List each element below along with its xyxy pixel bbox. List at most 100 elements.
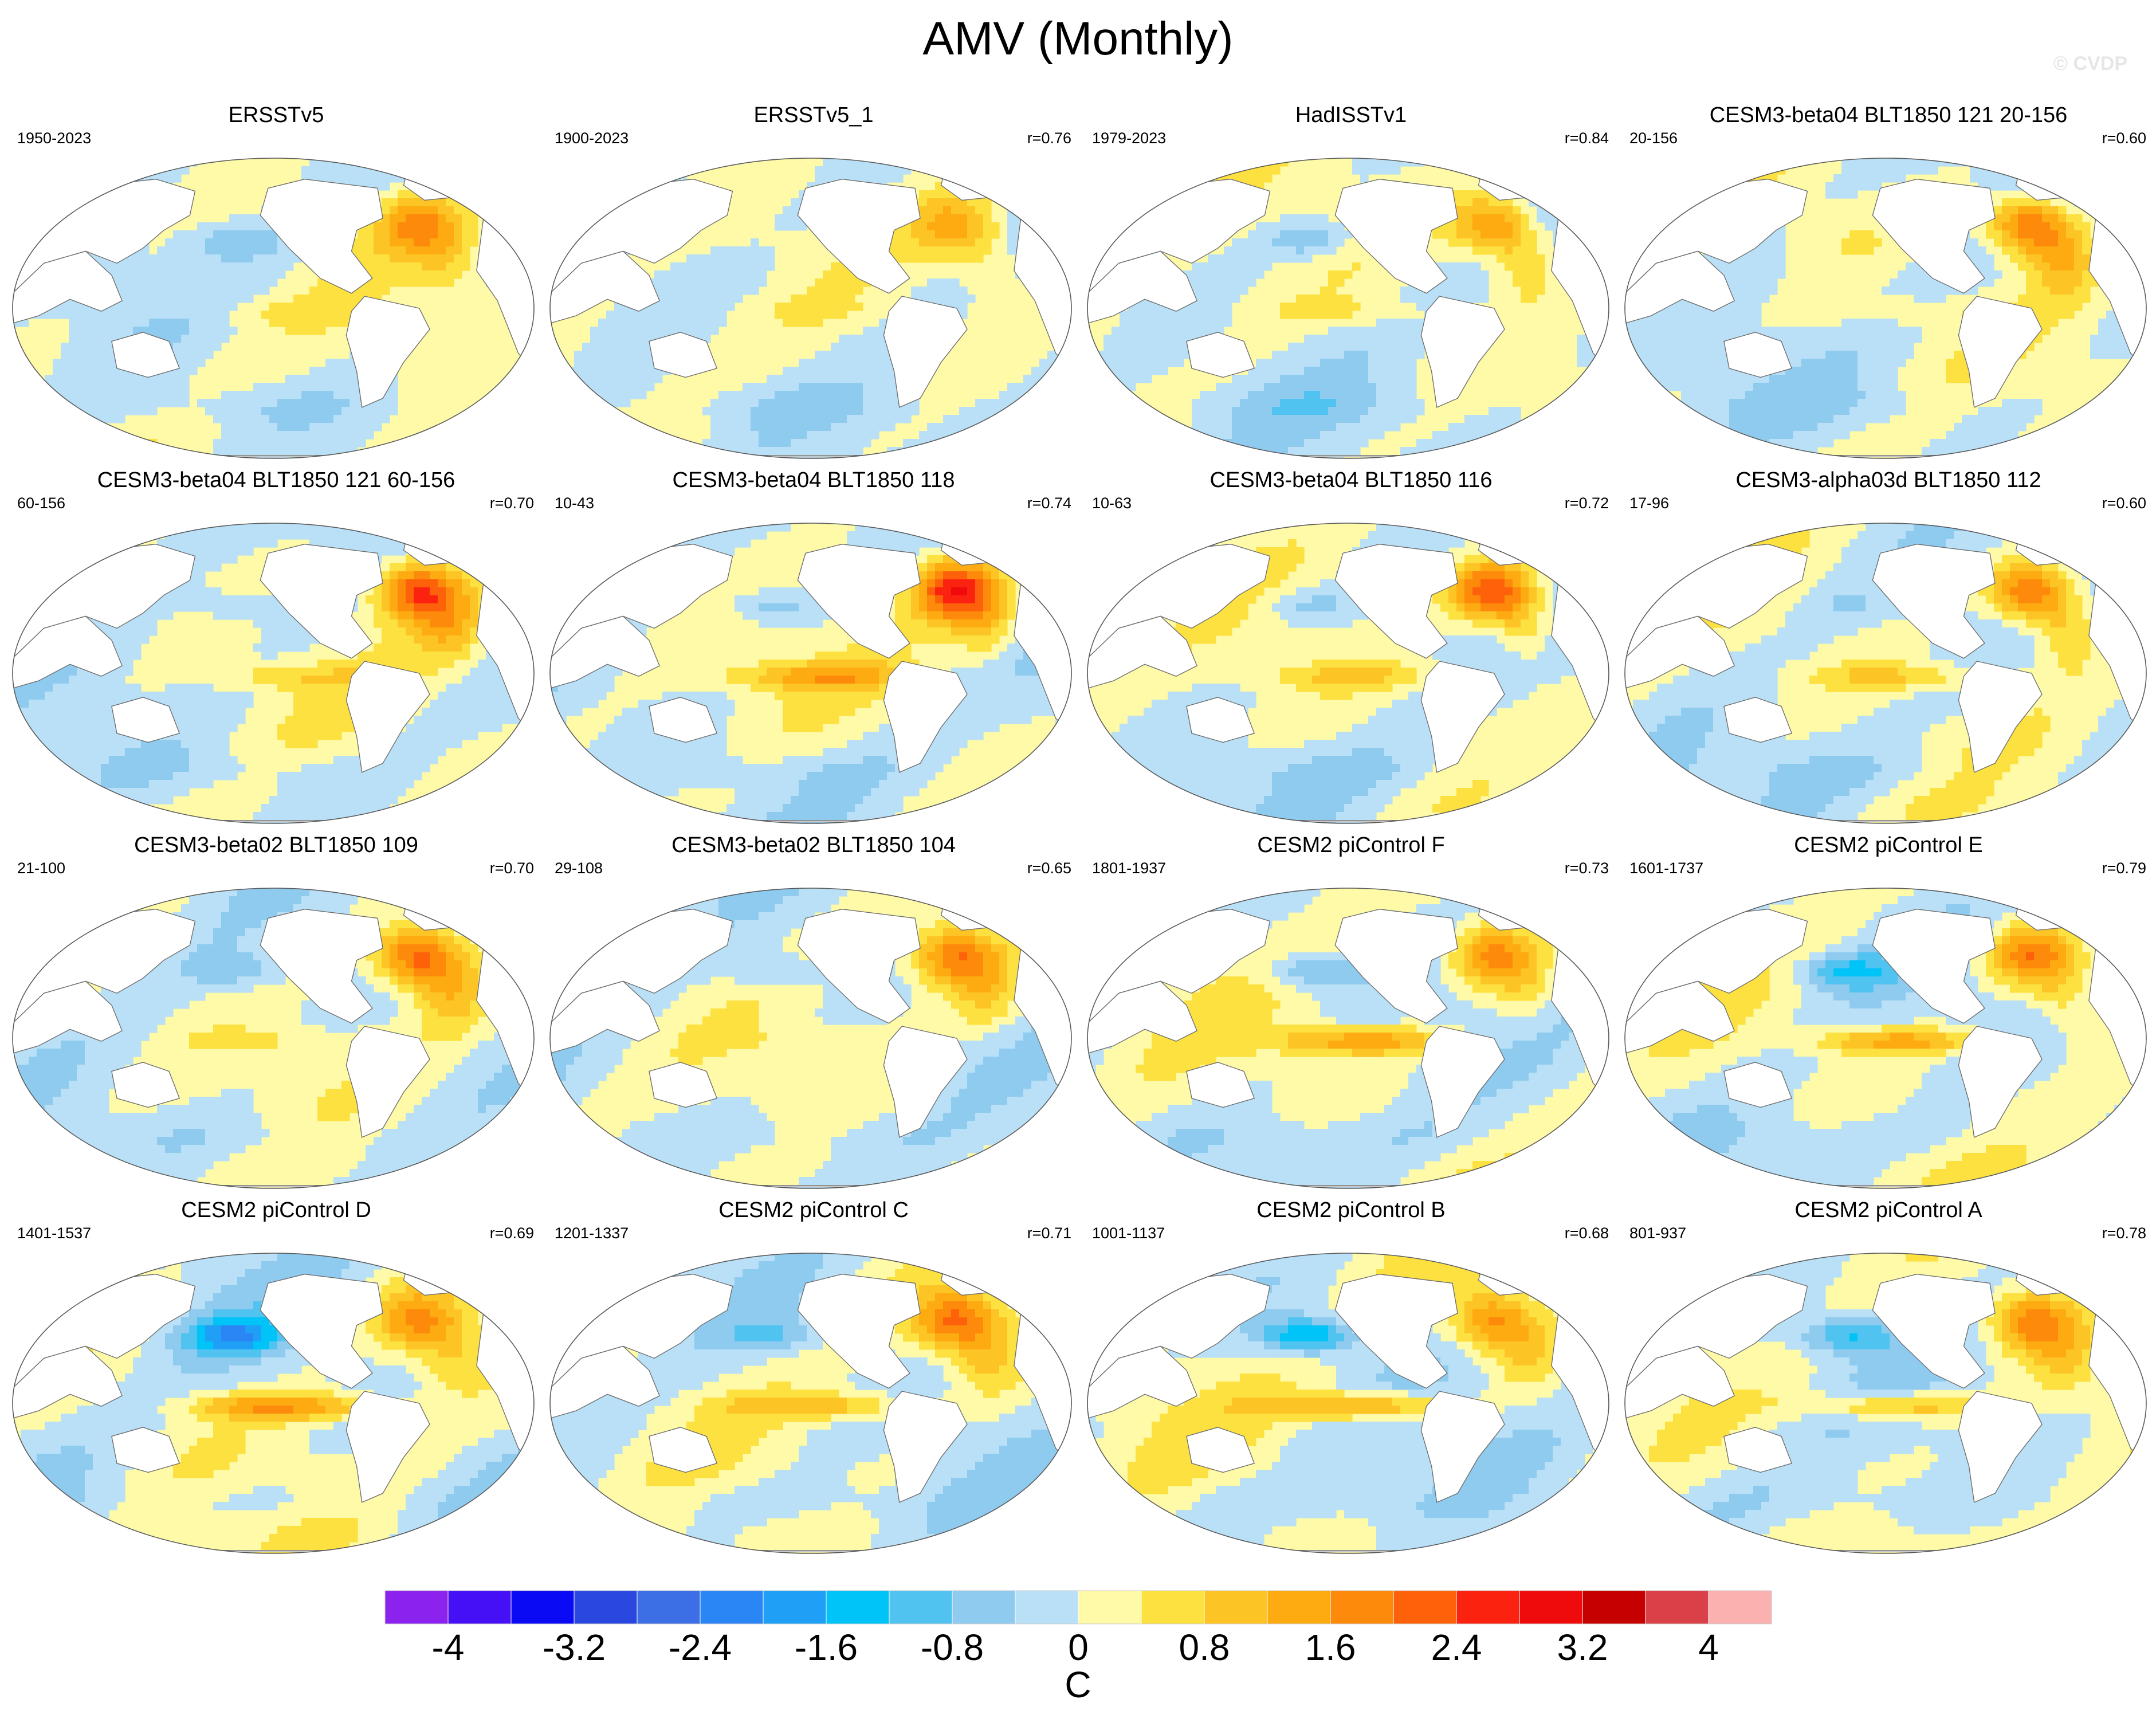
map-panel: CESM3-beta04 BLT1850 121 20-156 20-156 r=0… bbox=[1619, 102, 2156, 469]
colorbar-swatch bbox=[447, 1590, 512, 1624]
panel-title: CESM2 piControl C bbox=[718, 1198, 909, 1222]
colorbar-swatch bbox=[1267, 1590, 1331, 1624]
map-plot bbox=[549, 523, 1072, 824]
map-panel: CESM2 piControl E 1601-1737 r=0.79 bbox=[1619, 832, 2156, 1199]
map-plot bbox=[1087, 888, 1609, 1189]
sst-field bbox=[1087, 888, 1609, 1188]
sst-field bbox=[550, 158, 1071, 458]
panel-pattern-correlation: r=0.73 bbox=[1564, 860, 1609, 877]
panel-years: 20-156 bbox=[1629, 129, 1678, 147]
panel-title: CESM3-beta04 BLT1850 121 60-156 bbox=[97, 468, 455, 492]
map-outline bbox=[1087, 1253, 1609, 1554]
panel-title: CESM3-beta04 BLT1850 121 20-156 bbox=[1709, 103, 2068, 127]
map-outline bbox=[549, 1253, 1072, 1554]
land-mask bbox=[550, 1258, 1071, 1553]
colorbar-tick-label: 0 bbox=[1068, 1627, 1089, 1668]
map-panel: CESM2 piControl C 1201-1337 r=0.71 bbox=[544, 1197, 1083, 1564]
map-panel: CESM3-beta04 BLT1850 116 10-63 r=0.72 bbox=[1082, 467, 1620, 834]
colorbar-swatch bbox=[826, 1590, 890, 1624]
map-plot bbox=[1087, 1253, 1609, 1554]
colorbar-swatch bbox=[574, 1590, 638, 1624]
panel-title: CESM3-beta04 BLT1850 118 bbox=[672, 468, 955, 492]
panel-pattern-correlation: r=0.70 bbox=[489, 495, 534, 512]
panel-years: 29-108 bbox=[555, 860, 603, 877]
colorbar-units-label: C bbox=[1065, 1664, 1091, 1705]
sst-field bbox=[13, 523, 534, 823]
colorbar-tick-label: 1.6 bbox=[1305, 1627, 1356, 1668]
sst-field bbox=[550, 523, 1071, 823]
colorbar-swatch bbox=[1519, 1590, 1583, 1624]
panel-title: CESM2 piControl A bbox=[1794, 1198, 1982, 1222]
map-panel: CESM3-beta02 BLT1850 109 21-100 r=0.70 bbox=[7, 832, 545, 1199]
map-outline bbox=[12, 523, 535, 824]
panel-title: CESM2 piControl E bbox=[1794, 833, 1983, 857]
map-plot bbox=[1087, 158, 1609, 459]
panel-title: HadISSTv1 bbox=[1295, 103, 1407, 127]
panel-pattern-correlation: r=0.60 bbox=[2102, 495, 2146, 512]
map-outline bbox=[549, 158, 1072, 459]
map-outline bbox=[1624, 888, 2147, 1189]
panel-years: 1401-1537 bbox=[17, 1225, 92, 1242]
map-outline bbox=[549, 888, 1072, 1189]
map-plot bbox=[1624, 1253, 2147, 1554]
watermark: © CVDP bbox=[2053, 53, 2127, 74]
panel-years: 1201-1337 bbox=[555, 1225, 629, 1242]
colorbar-tick-label: -2.4 bbox=[668, 1627, 732, 1668]
panel-title: CESM3-beta04 BLT1850 116 bbox=[1209, 468, 1493, 492]
colorbar-tick-label: 4 bbox=[1698, 1627, 1719, 1668]
panel-pattern-correlation: r=0.78 bbox=[2102, 1225, 2146, 1242]
panel-years: 1979-2023 bbox=[1092, 129, 1167, 147]
colorbar-swatch bbox=[952, 1590, 1016, 1624]
colorbar-swatch bbox=[1582, 1590, 1646, 1624]
panel-title: CESM2 piControl F bbox=[1257, 833, 1445, 857]
sst-field bbox=[1625, 158, 2146, 458]
colorbar-tick-label: 2.4 bbox=[1431, 1627, 1482, 1668]
panel-title: ERSSTv5_1 bbox=[753, 103, 874, 127]
map-panel: CESM3-beta02 BLT1850 104 29-108 r=0.65 bbox=[544, 832, 1083, 1199]
map-outline bbox=[12, 158, 535, 459]
panel-pattern-correlation: r=0.71 bbox=[1027, 1225, 1071, 1242]
panel-pattern-correlation: r=0.79 bbox=[2102, 860, 2146, 877]
panel-years: 1601-1737 bbox=[1629, 860, 1704, 877]
colorbar-swatch bbox=[1141, 1590, 1205, 1624]
map-outline bbox=[1624, 523, 2147, 824]
map-panel: ERSSTv5_1 1900-2023 r=0.76 bbox=[544, 102, 1083, 469]
colorbar-swatch bbox=[1204, 1590, 1268, 1624]
colorbar-swatch bbox=[1708, 1590, 1772, 1624]
colorbar-tick-label: -4 bbox=[431, 1627, 465, 1668]
map-panel: CESM2 piControl B 1001-1137 r=0.68 bbox=[1082, 1197, 1620, 1564]
colorbar-frame bbox=[384, 1590, 1772, 1624]
panel-title: CESM3-alpha03d BLT1850 112 bbox=[1735, 468, 2041, 492]
map-outline bbox=[12, 1253, 535, 1554]
colorbar-swatch bbox=[510, 1590, 575, 1624]
map-plot bbox=[12, 1253, 535, 1554]
panel-pattern-correlation: r=0.74 bbox=[1027, 495, 1071, 512]
figure-title: AMV (Monthly) bbox=[922, 13, 1234, 65]
land-mask bbox=[1625, 893, 2146, 1188]
map-plot bbox=[12, 158, 535, 459]
map-plot bbox=[12, 888, 535, 1189]
map-panel: HadISSTv1 1979-2023 r=0.84 bbox=[1082, 102, 1620, 469]
map-plot bbox=[549, 1253, 1072, 1554]
panel-title: ERSSTv5 bbox=[228, 103, 324, 127]
panel-years: 10-43 bbox=[555, 495, 595, 512]
map-outline bbox=[1624, 1253, 2147, 1554]
panel-pattern-correlation: r=0.68 bbox=[1564, 1225, 1609, 1242]
sst-field bbox=[550, 888, 1071, 1188]
colorbar-swatch bbox=[1393, 1590, 1457, 1624]
panel-years: 1900-2023 bbox=[555, 129, 629, 147]
sst-field bbox=[550, 1253, 1071, 1553]
map-plot bbox=[1624, 888, 2147, 1189]
panel-pattern-correlation: r=0.84 bbox=[1564, 129, 1609, 147]
map-outline bbox=[1087, 888, 1609, 1189]
panel-pattern-correlation: r=0.70 bbox=[489, 860, 534, 877]
map-plot bbox=[12, 523, 535, 824]
panel-years: 1001-1137 bbox=[1092, 1225, 1165, 1242]
map-outline bbox=[1087, 523, 1609, 824]
panel-pattern-correlation: r=0.60 bbox=[2102, 129, 2146, 147]
map-panel: ERSSTv5 1950-2023 bbox=[7, 102, 545, 469]
map-plot bbox=[1624, 523, 2147, 824]
panel-years: 60-156 bbox=[17, 495, 66, 512]
map-panel: CESM2 piControl A 801-937 r=0.78 bbox=[1619, 1197, 2156, 1564]
sst-field bbox=[1625, 888, 2146, 1188]
